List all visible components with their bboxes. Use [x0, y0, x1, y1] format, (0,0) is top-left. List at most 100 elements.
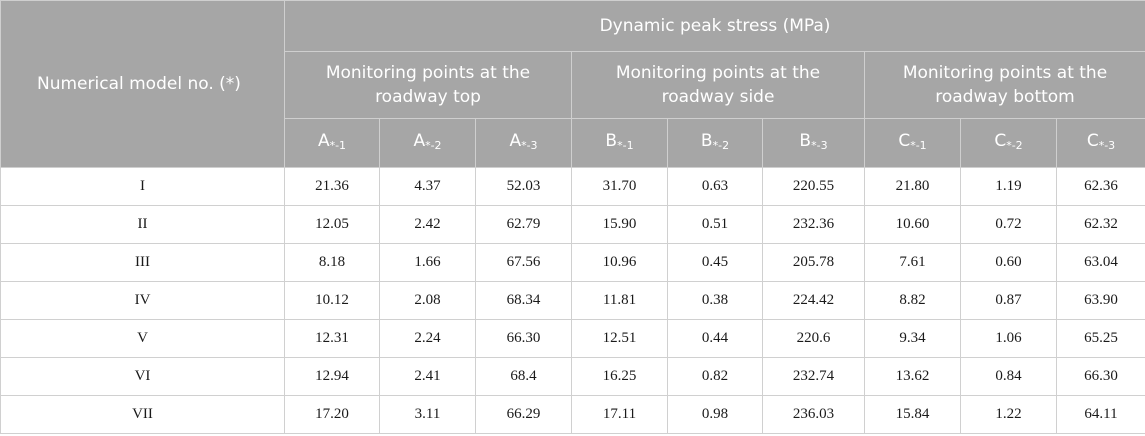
- model-header: Numerical model no. (*): [0, 0, 285, 168]
- value-cell: 68.34: [475, 281, 572, 320]
- model-cell: V: [0, 319, 285, 358]
- value-cell: 12.94: [284, 357, 380, 396]
- group-header-bottom: Monitoring points at the roadway bottom: [863, 51, 1145, 119]
- table-row: IV 10.12 2.08 68.34 11.81 0.38 224.42 8.82 0.87 6…: [0, 281, 1145, 320]
- value-cell: 15.84: [864, 395, 961, 434]
- value-cell: 65.25: [1055, 319, 1145, 358]
- value-cell: 11.81: [571, 281, 668, 320]
- value-cell: 0.45: [667, 243, 763, 282]
- value-cell: 21.36: [284, 167, 380, 206]
- column-header-row: A*-1 A*-2 A*-3 B*-1 B*-2 B*-3 C*-1 C*-2 C*-3: [1, 118, 1145, 168]
- value-cell: 62.32: [1055, 205, 1145, 244]
- value-cell: 62.36: [1055, 167, 1145, 206]
- column-header-subscript: *-2: [425, 138, 442, 152]
- table-row: II 12.05 2.42 62.79 15.90 0.51 232.36 10.60 0.72…: [0, 205, 1145, 244]
- value-cell: 10.12: [284, 281, 380, 320]
- table-row: III 8.18 1.66 67.56 10.96 0.45 205.78 7.61 0.60 6…: [0, 243, 1145, 282]
- column-header-base: B: [700, 130, 713, 151]
- table-body: I 21.36 4.37 52.03 31.70 0.63 220.55 21.80 1.19 6…: [0, 167, 1145, 434]
- column-header: A*-3: [475, 118, 572, 168]
- value-cell: 12.05: [284, 205, 380, 244]
- model-cell: VI: [0, 357, 285, 396]
- value-cell: 63.90: [1055, 281, 1145, 320]
- column-header-subscript: *-1: [329, 138, 347, 152]
- value-cell: 0.84: [960, 357, 1057, 396]
- column-header-base: A: [317, 130, 330, 151]
- value-cell: 66.30: [1055, 357, 1145, 396]
- column-header-subscript: *-2: [712, 138, 730, 152]
- value-cell: 205.78: [762, 243, 865, 282]
- value-cell: 232.74: [762, 357, 865, 396]
- column-header-base: A: [413, 130, 426, 151]
- value-cell: 2.42: [379, 205, 476, 244]
- value-cell: 67.56: [475, 243, 572, 282]
- value-cell: 0.60: [960, 243, 1057, 282]
- model-cell: III: [0, 243, 285, 282]
- value-cell: 15.90: [571, 205, 668, 244]
- column-header: A*-2: [379, 118, 476, 168]
- model-cell: II: [0, 205, 285, 244]
- value-cell: 52.03: [475, 167, 572, 206]
- value-cell: 64.11: [1055, 395, 1145, 434]
- value-cell: 68.4: [475, 357, 572, 396]
- value-cell: 31.70: [571, 167, 668, 206]
- value-cell: 8.82: [864, 281, 961, 320]
- value-cell: 1.19: [960, 167, 1057, 206]
- value-cell: 7.61: [864, 243, 961, 282]
- value-cell: 9.34: [864, 319, 961, 358]
- value-cell: 12.31: [284, 319, 380, 358]
- value-cell: 220.55: [762, 167, 865, 206]
- column-header-base: B: [605, 130, 618, 151]
- value-cell: 10.96: [571, 243, 668, 282]
- value-cell: 66.29: [475, 395, 572, 434]
- value-cell: 2.08: [379, 281, 476, 320]
- value-cell: 2.24: [379, 319, 476, 358]
- group-header-side: Monitoring points at the roadway side: [571, 51, 865, 119]
- value-cell: 63.04: [1055, 243, 1145, 282]
- column-header-subscript: *-3: [1098, 138, 1116, 152]
- table-row: I 21.36 4.37 52.03 31.70 0.63 220.55 21.80 1.19 6…: [0, 167, 1145, 206]
- value-cell: 1.06: [960, 319, 1057, 358]
- value-cell: 1.22: [960, 395, 1057, 434]
- column-header: B*-3: [762, 118, 865, 168]
- column-header-subscript: *-3: [521, 138, 538, 152]
- column-header: B*-1: [571, 118, 668, 168]
- value-cell: 0.51: [667, 205, 763, 244]
- column-header-base: C: [1086, 130, 1099, 151]
- value-cell: 17.11: [571, 395, 668, 434]
- value-cell: 224.42: [762, 281, 865, 320]
- value-cell: 0.87: [960, 281, 1057, 320]
- column-header-base: C: [898, 130, 911, 151]
- column-header-subscript: *-3: [811, 138, 828, 152]
- value-cell: 220.6: [762, 319, 865, 358]
- column-header: C*-3: [1055, 118, 1145, 168]
- value-cell: 16.25: [571, 357, 668, 396]
- column-header: C*-2: [960, 118, 1057, 168]
- model-cell: VII: [0, 395, 285, 434]
- value-cell: 21.80: [864, 167, 961, 206]
- group-header-top: Monitoring points at the roadway top: [284, 51, 572, 119]
- value-cell: 66.30: [475, 319, 572, 358]
- value-cell: 12.51: [571, 319, 668, 358]
- value-cell: 0.44: [667, 319, 763, 358]
- value-cell: 1.66: [379, 243, 476, 282]
- value-cell: 10.60: [864, 205, 961, 244]
- column-header-base: A: [509, 130, 522, 151]
- column-header-subscript: *-1: [617, 138, 634, 152]
- column-header-subscript: *-2: [1006, 138, 1023, 152]
- column-header: C*-1: [864, 118, 961, 168]
- value-cell: 4.37: [379, 167, 476, 206]
- value-cell: 232.36: [762, 205, 865, 244]
- column-header-subscript: *-1: [910, 138, 927, 152]
- value-cell: 17.20: [284, 395, 380, 434]
- table-row: VII 17.20 3.11 66.29 17.11 0.98 236.03 15.84 1.2…: [0, 395, 1145, 434]
- column-header: B*-2: [667, 118, 763, 168]
- value-cell: 13.62: [864, 357, 961, 396]
- value-cell: 3.11: [379, 395, 476, 434]
- value-cell: 2.41: [379, 357, 476, 396]
- value-cell: 0.72: [960, 205, 1057, 244]
- table-row: VI 12.94 2.41 68.4 16.25 0.82 232.74 13.62 0.84 6…: [0, 357, 1145, 396]
- value-cell: 0.63: [667, 167, 763, 206]
- table-row: V 12.31 2.24 66.30 12.51 0.44 220.6 9.34 1.06 65.…: [0, 319, 1145, 358]
- value-cell: 0.98: [667, 395, 763, 434]
